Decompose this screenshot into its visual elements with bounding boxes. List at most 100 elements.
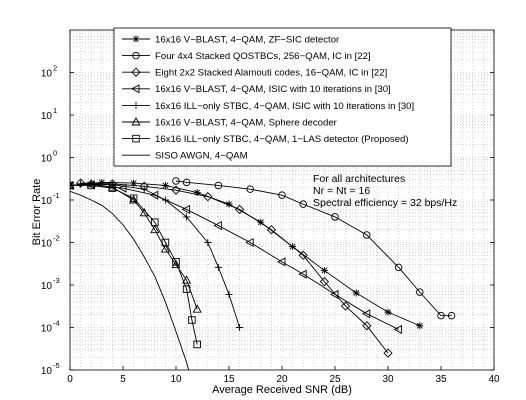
x-axis-label: Average Received SNR (dB): [212, 384, 352, 396]
data-point: [319, 276, 330, 287]
data-point: [188, 316, 196, 324]
data-point: [140, 185, 148, 193]
annotation-line-3: Spectral efficiency = 32 bps/Hz: [313, 197, 457, 209]
legend-entry-1: 16x16 V−BLAST, 4−QAM, ZF−SIC detector: [122, 34, 340, 45]
data-point: [204, 239, 212, 246]
legend-marker: [132, 101, 140, 109]
legend-label: SISO AWGN, 4−QAM: [155, 151, 248, 162]
x-tick-label: 35: [435, 374, 447, 385]
data-point: [77, 180, 85, 188]
legend-entry-7: 16x16 ILL−only STBC, 4−QAM, 1−LAS detect…: [122, 134, 409, 145]
x-tick-label: 10: [170, 374, 182, 385]
data-point: [171, 259, 181, 269]
data-point: [245, 237, 254, 248]
data-point: [298, 250, 308, 260]
legend-label: Four 4x4 Stacked QOSTBCs, 256−QAM, IC in…: [155, 51, 371, 62]
legend-marker: [131, 67, 141, 77]
y-tick-exponent: 1: [53, 106, 57, 115]
data-point: [361, 309, 371, 319]
data-point: [352, 289, 360, 297]
data-point: [107, 182, 117, 191]
data-point: [416, 288, 424, 296]
legend-label: 16x16 ILL−only STBC, 4−QAM, ISIC with 10…: [155, 101, 414, 112]
legend-entry-6: 16x16 V−BLAST, 4−QAM, Sphere decoder: [122, 117, 338, 128]
x-tick-label: 25: [329, 374, 341, 385]
data-point: [340, 301, 351, 311]
legend-label: Eight 2x2 Stacked Alamouti codes, 16−QAM…: [155, 68, 387, 79]
series-line: [175, 180, 452, 317]
y-tick-exponent: -5: [53, 361, 60, 370]
y-tick-label: 10: [41, 69, 53, 80]
data-point: [214, 181, 223, 190]
y-tick-exponent: -2: [53, 234, 60, 243]
legend-marker: [132, 51, 140, 60]
annotation-line-1: For all architectures: [313, 173, 405, 185]
data-point: [183, 213, 191, 221]
data-point: [225, 200, 233, 208]
data-point: [98, 178, 106, 186]
data-point: [384, 308, 392, 316]
legend: 16x16 V−BLAST, 4−QAM, ZF−SIC detector Fou…: [113, 27, 452, 167]
series-line: [70, 184, 399, 330]
legend-entry-3: Eight 2x2 Stacked Alamouti codes, 16−QAM…: [122, 67, 387, 79]
legend-label: 16x16 V−BLAST, 4−QAM, ISIC with 10 itera…: [155, 84, 391, 95]
x-tick-label: 40: [488, 374, 500, 385]
data-point: [394, 263, 403, 272]
y-axis-label: Bit Error Rate: [31, 179, 43, 246]
data-point: [214, 263, 222, 271]
data-point: [130, 179, 138, 187]
data-point: [161, 196, 169, 204]
y-tick-exponent: 2: [53, 64, 57, 73]
data-point: [416, 322, 424, 330]
data-point: [172, 177, 180, 185]
data-point: [108, 184, 117, 192]
data-point: [150, 224, 160, 234]
data-point: [192, 304, 202, 313]
data-point: [225, 290, 233, 298]
series-line: [70, 183, 198, 310]
y-tick-label: 10: [41, 154, 53, 165]
y-tick-label: 10: [41, 281, 53, 292]
data-point: [70, 180, 75, 189]
data-point: [182, 285, 191, 293]
data-point: [298, 269, 307, 279]
data-point: [330, 289, 339, 299]
y-tick-label: 10: [41, 111, 53, 122]
data-point: [172, 258, 180, 266]
legend-marker: [131, 117, 141, 126]
data-point: [362, 321, 372, 331]
legend-entry-8: SISO AWGN, 4−QAM: [122, 151, 248, 162]
legend-entry-2: Four 4x4 Stacked QOSTBCs, 256−QAM, IC in…: [122, 51, 371, 62]
data-point: [266, 225, 277, 235]
y-tick-exponent: -3: [53, 276, 60, 285]
x-tick-label: 0: [67, 374, 73, 385]
y-tick-exponent: -1: [53, 191, 60, 200]
data-point: [363, 231, 371, 239]
data-point: [171, 185, 181, 195]
legend-marker: [132, 35, 140, 43]
data-point: [331, 213, 339, 221]
axis-ticks: 0 5 10 15 20 25 30 35 4010-510-410-310-210-11001…: [41, 30, 500, 385]
data-point: [181, 204, 191, 214]
legend-entry-5: 16x16 ILL−only STBC, 4−QAM, ISIC with 10…: [122, 101, 414, 112]
legend-marker: [131, 84, 140, 94]
data-point: [236, 324, 244, 331]
data-point: [299, 200, 307, 208]
data-point: [182, 178, 191, 187]
data-point: [278, 191, 286, 199]
data-point: [86, 178, 96, 188]
legend-label: 16x16 V−BLAST, 4−QAM, Sphere decoder: [155, 117, 338, 128]
series-line: [70, 190, 190, 370]
x-tick-label: 15: [223, 374, 235, 385]
series-6: [70, 178, 202, 313]
y-tick-label: 10: [41, 196, 53, 207]
y-tick-label: 10: [41, 324, 53, 335]
y-tick-label: 10: [41, 366, 53, 377]
legend-label: 16x16 ILL−only STBC, 4−QAM, 1−LAS detect…: [155, 134, 409, 145]
data-point: [437, 311, 445, 320]
x-tick-label: 20: [276, 374, 288, 385]
data-point: [129, 194, 138, 202]
series-3: [75, 178, 393, 358]
data-point: [129, 195, 139, 204]
